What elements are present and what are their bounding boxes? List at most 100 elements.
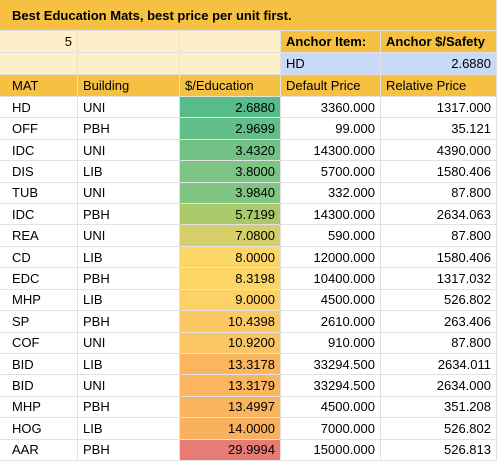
mat-cell: OFF	[0, 118, 78, 140]
relative-price-cell: 87.800	[381, 332, 497, 354]
column-header: Building	[78, 75, 180, 97]
relative-price-cell: 35.121	[381, 118, 497, 140]
column-header: $/Education	[180, 75, 281, 97]
relative-price-cell: 263.406	[381, 311, 497, 333]
column-header: Default Price	[281, 75, 381, 97]
default-price-cell: 33294.500	[281, 375, 381, 397]
default-price-cell: 2610.000	[281, 311, 381, 333]
default-price-cell: 4500.000	[281, 289, 381, 312]
rate-cell: 8.3198	[180, 268, 281, 290]
building-cell: UNI	[78, 139, 180, 162]
building-cell: LIB	[78, 161, 180, 183]
relative-price-cell: 526.802	[381, 289, 497, 312]
rate-cell: 3.9840	[180, 182, 281, 205]
rate-cell: 13.4997	[180, 396, 281, 419]
building-cell: LIB	[78, 289, 180, 312]
building-cell: PBH	[78, 118, 180, 140]
relative-price-cell: 1580.406	[381, 246, 497, 269]
empty-cell	[180, 53, 281, 75]
title-cell: Best Education Mats, best price per unit…	[0, 0, 497, 31]
relative-price-cell: 87.800	[381, 182, 497, 205]
anchor-item-label: Anchor Item:	[281, 31, 381, 53]
rate-cell: 3.8000	[180, 161, 281, 183]
default-price-cell: 14300.000	[281, 139, 381, 162]
building-cell: PBH	[78, 311, 180, 333]
default-price-cell: 4500.000	[281, 396, 381, 419]
empty-cell	[180, 31, 281, 53]
building-cell: LIB	[78, 246, 180, 269]
default-price-cell: 7000.000	[281, 418, 381, 440]
rate-cell: 3.4320	[180, 139, 281, 162]
default-price-cell: 15000.000	[281, 439, 381, 461]
column-header: Relative Price	[381, 75, 497, 97]
relative-price-cell: 2634.000	[381, 375, 497, 397]
relative-price-cell: 1317.032	[381, 268, 497, 290]
mat-cell: BID	[0, 375, 78, 397]
building-cell: PBH	[78, 396, 180, 419]
default-price-cell: 910.000	[281, 332, 381, 354]
default-price-cell: 99.000	[281, 118, 381, 140]
mat-cell: HD	[0, 97, 78, 119]
relative-price-cell: 1580.406	[381, 161, 497, 183]
mat-cell: DIS	[0, 161, 78, 183]
building-cell: LIB	[78, 418, 180, 440]
mat-cell: TUB	[0, 182, 78, 205]
anchor-item: HD	[281, 53, 381, 75]
rate-cell: 2.9699	[180, 118, 281, 140]
building-cell: PBH	[78, 268, 180, 290]
mat-cell: EDC	[0, 268, 78, 290]
rate-cell: 10.4398	[180, 311, 281, 333]
anchor-price-label: Anchor $/Safety	[381, 31, 497, 53]
building-cell: PBH	[78, 204, 180, 226]
building-cell: UNI	[78, 332, 180, 354]
relative-price-cell: 2634.063	[381, 204, 497, 226]
mat-cell: AAR	[0, 439, 78, 461]
relative-price-cell: 4390.000	[381, 139, 497, 162]
rate-cell: 14.0000	[180, 418, 281, 440]
rate-cell: 13.3178	[180, 353, 281, 376]
rate-cell: 5.7199	[180, 204, 281, 226]
mat-cell: CD	[0, 246, 78, 269]
mat-cell: BID	[0, 353, 78, 376]
rate-cell: 7.0800	[180, 225, 281, 247]
mat-cell: SP	[0, 311, 78, 333]
rate-cell: 2.6880	[180, 97, 281, 119]
building-cell: UNI	[78, 182, 180, 205]
rate-cell: 29.9994	[180, 439, 281, 461]
default-price-cell: 5700.000	[281, 161, 381, 183]
count-cell: 5	[0, 31, 78, 53]
mat-cell: IDC	[0, 139, 78, 162]
mat-cell: MHP	[0, 289, 78, 312]
relative-price-cell: 2634.011	[381, 353, 497, 376]
relative-price-cell: 526.813	[381, 439, 497, 461]
default-price-cell: 332.000	[281, 182, 381, 205]
default-price-cell: 10400.000	[281, 268, 381, 290]
building-cell: UNI	[78, 375, 180, 397]
empty-cell	[0, 53, 78, 75]
empty-cell	[78, 53, 180, 75]
mat-cell: HOG	[0, 418, 78, 440]
default-price-cell: 12000.000	[281, 246, 381, 269]
building-cell: UNI	[78, 225, 180, 247]
relative-price-cell: 87.800	[381, 225, 497, 247]
mat-cell: REA	[0, 225, 78, 247]
building-cell: UNI	[78, 97, 180, 119]
mat-cell: IDC	[0, 204, 78, 226]
rate-cell: 9.0000	[180, 289, 281, 312]
relative-price-cell: 351.208	[381, 396, 497, 419]
rate-cell: 10.9200	[180, 332, 281, 354]
empty-cell	[78, 31, 180, 53]
building-cell: PBH	[78, 439, 180, 461]
relative-price-cell: 526.802	[381, 418, 497, 440]
default-price-cell: 590.000	[281, 225, 381, 247]
default-price-cell: 33294.500	[281, 353, 381, 376]
building-cell: LIB	[78, 353, 180, 376]
column-header: MAT	[0, 75, 78, 97]
mat-cell: COF	[0, 332, 78, 354]
rate-cell: 13.3179	[180, 375, 281, 397]
mat-cell: MHP	[0, 396, 78, 419]
anchor-price: 2.6880	[381, 53, 497, 75]
default-price-cell: 14300.000	[281, 204, 381, 226]
rate-cell: 8.0000	[180, 246, 281, 269]
